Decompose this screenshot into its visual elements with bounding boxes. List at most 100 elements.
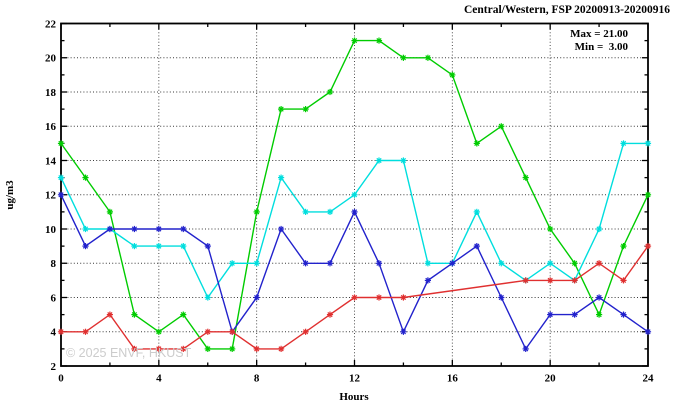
data-point-marker-station-green (449, 71, 456, 79)
data-point-marker-station-cyan (131, 243, 138, 250)
data-point-marker-station-green (571, 260, 578, 267)
data-point-marker-station-red (253, 345, 260, 352)
data-point-marker-station-cyan (326, 208, 334, 215)
data-point-marker-station-green (278, 105, 285, 113)
data-point-marker-station-green (204, 345, 211, 352)
data-point-marker-station-green (326, 88, 334, 96)
data-point-marker-station-blue (180, 225, 187, 233)
y-tick-label: 4 (51, 327, 57, 339)
data-point-marker-station-red (400, 294, 407, 301)
data-point-marker-station-blue (351, 208, 358, 215)
x-tick-label: 4 (156, 373, 162, 385)
data-point-marker-station-cyan (253, 260, 260, 267)
data-point-marker-station-blue (375, 260, 383, 267)
chart-title: Central/Western, FSP 20200913-20200916 (464, 4, 670, 16)
data-point-marker-station-cyan (375, 157, 383, 164)
data-point-marker-station-blue (547, 311, 554, 318)
data-point-marker-station-cyan (57, 174, 65, 181)
data-point-marker-station-cyan (82, 225, 89, 233)
data-point-marker-station-cyan (547, 260, 554, 267)
data-point-marker-station-red (57, 328, 65, 335)
data-point-marker-station-green (498, 123, 505, 130)
data-point-marker-station-blue (302, 260, 309, 267)
data-point-marker-station-green (424, 54, 431, 61)
data-point-marker-station-blue (106, 225, 114, 233)
legend-max-value: Max = 21.00 (570, 28, 628, 40)
data-point-marker-station-red (204, 328, 211, 335)
data-point-marker-station-cyan (424, 260, 431, 267)
data-point-marker-station-red (180, 345, 187, 352)
data-point-marker-station-blue (326, 260, 334, 267)
data-point-marker-station-red (620, 277, 627, 284)
data-point-marker-station-red (82, 328, 89, 335)
data-point-marker-station-cyan (302, 208, 309, 215)
data-point-marker-station-blue (400, 328, 407, 335)
data-point-marker-station-blue (155, 225, 162, 233)
data-point-marker-station-blue (253, 294, 260, 301)
data-point-marker-station-red (229, 328, 236, 335)
data-point-marker-station-red (155, 345, 162, 352)
data-point-marker-station-cyan (400, 157, 407, 164)
x-tick-label: 8 (254, 373, 260, 385)
data-point-marker-station-red (571, 277, 578, 284)
data-point-marker-station-blue (424, 277, 431, 284)
data-point-marker-station-green (253, 208, 260, 215)
data-point-marker-station-green (351, 37, 358, 44)
data-point-marker-station-cyan (498, 260, 505, 267)
data-point-marker-station-red (644, 243, 652, 250)
y-tick-label: 2 (51, 361, 57, 373)
data-point-marker-station-red (351, 294, 358, 301)
data-point-marker-station-cyan (473, 208, 480, 215)
data-point-marker-station-green (131, 311, 138, 318)
data-point-marker-station-cyan (155, 243, 162, 250)
data-point-marker-station-red (375, 294, 383, 301)
data-point-marker-station-green (229, 345, 236, 352)
data-point-marker-station-blue (278, 225, 285, 233)
data-point-marker-station-cyan (204, 294, 211, 301)
legend-min-value: Min = 3.00 (575, 41, 629, 53)
data-point-marker-station-red (278, 345, 285, 352)
data-point-marker-station-red (131, 345, 138, 352)
y-tick-label: 10 (45, 224, 57, 236)
series-line-station-cyan (60, 142, 648, 299)
data-point-marker-station-red (106, 311, 114, 318)
data-point-marker-station-green (547, 225, 554, 233)
x-tick-label: 12 (349, 373, 361, 385)
watermark: © 2025 ENVF, HKUST (66, 346, 192, 360)
data-point-marker-station-cyan (229, 260, 236, 267)
data-point-marker-station-cyan (180, 243, 187, 250)
data-point-marker-station-blue (449, 260, 456, 267)
x-axis-label: Hours (339, 391, 369, 403)
data-point-marker-station-green (473, 140, 480, 147)
y-tick-label: 8 (51, 258, 57, 270)
data-point-marker-station-red (547, 277, 554, 284)
data-point-marker-station-red (595, 260, 603, 267)
data-point-marker-station-green (375, 37, 383, 44)
data-point-marker-station-blue (595, 294, 603, 301)
data-point-marker-station-blue (82, 243, 89, 250)
y-tick-label: 22 (45, 18, 57, 30)
data-point-marker-station-blue (620, 311, 627, 318)
data-point-marker-station-cyan (278, 174, 285, 181)
data-point-marker-station-blue (473, 243, 480, 250)
data-point-marker-station-red (326, 311, 334, 318)
x-tick-label: 16 (447, 373, 459, 385)
data-point-marker-station-blue (522, 345, 529, 352)
y-tick-label: 12 (45, 190, 57, 202)
data-point-marker-station-green (155, 328, 162, 335)
x-tick-label: 0 (58, 373, 64, 385)
data-point-marker-station-red (302, 328, 309, 335)
y-tick-label: 20 (45, 53, 57, 65)
y-tick-label: 6 (51, 292, 57, 304)
data-point-marker-station-green (644, 191, 652, 198)
data-point-marker-station-green (57, 140, 65, 147)
data-point-marker-station-cyan (595, 225, 603, 233)
data-point-marker-station-blue (131, 225, 138, 233)
data-point-marker-station-blue (571, 311, 578, 318)
data-point-marker-station-blue (498, 294, 505, 301)
data-point-marker-station-green (595, 311, 603, 318)
y-tick-label: 16 (45, 121, 57, 133)
